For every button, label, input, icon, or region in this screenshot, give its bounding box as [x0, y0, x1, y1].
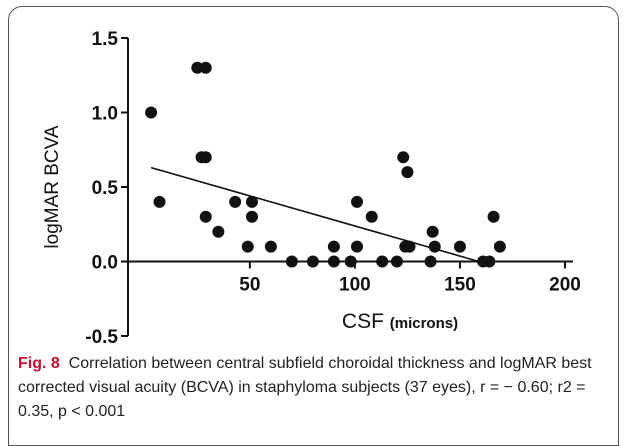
- caption-label: Fig. 8: [18, 355, 60, 372]
- x-axis-label: CSF (microns): [342, 310, 458, 333]
- point: [487, 210, 500, 223]
- point: [199, 151, 212, 164]
- point: [285, 255, 298, 268]
- point: [403, 240, 416, 253]
- point: [365, 210, 378, 223]
- y-axis-label: logMAR BCVA: [42, 125, 63, 249]
- figure: logMAR BCVA 1.5 1.0 0.5 0.0 -0.5 50 100 150 200 C…: [8, 6, 619, 446]
- caption: Fig. 8 Correlation between central subfi…: [18, 352, 618, 424]
- point: [245, 210, 258, 223]
- point: [264, 240, 277, 253]
- x-axis-label-name: CSF: [342, 310, 384, 333]
- point: [327, 240, 340, 253]
- y-tick-label: -0.5: [85, 327, 118, 348]
- x-tick-label: 100: [339, 275, 371, 296]
- point: [327, 255, 340, 268]
- point: [199, 61, 212, 74]
- x-tick-label: 200: [549, 275, 581, 296]
- point: [351, 240, 364, 253]
- point: [493, 240, 506, 253]
- point: [424, 255, 437, 268]
- x-tick-label: 150: [444, 275, 476, 296]
- point: [245, 195, 258, 208]
- point: [153, 195, 166, 208]
- x-axis-label-unit: (microns): [390, 315, 458, 332]
- point: [397, 151, 410, 164]
- point: [483, 255, 496, 268]
- point: [453, 240, 466, 253]
- point: [199, 210, 212, 223]
- point: [426, 225, 439, 238]
- x-tick-label: 50: [239, 275, 260, 296]
- y-tick-label: 1.0: [92, 104, 118, 125]
- point: [344, 255, 357, 268]
- point: [212, 225, 225, 238]
- point: [229, 195, 242, 208]
- y-tick-label: 1.5: [92, 29, 119, 50]
- y-tick-label: 0.5: [92, 178, 119, 199]
- point: [351, 195, 364, 208]
- y-tick-label: 0.0: [92, 253, 118, 274]
- chart: logMAR BCVA 1.5 1.0 0.5 0.0 -0.5 50 100 150 200 C…: [42, 29, 581, 348]
- point: [376, 255, 389, 268]
- point: [401, 166, 414, 179]
- trend-line: [150, 166, 480, 263]
- point: [241, 240, 254, 253]
- point: [428, 240, 441, 253]
- caption-text: Correlation between central subfield cho…: [18, 355, 592, 420]
- point: [306, 255, 319, 268]
- point: [191, 61, 204, 74]
- point: [145, 106, 158, 119]
- point: [390, 255, 403, 268]
